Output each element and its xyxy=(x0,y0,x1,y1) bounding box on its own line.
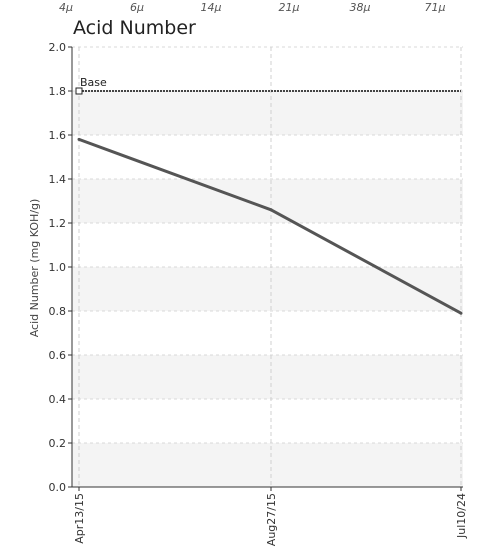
top-scale-label: 21μ xyxy=(279,1,300,14)
x-axis-ticks: Apr13/15 Aug27/15 Jul10/24 xyxy=(73,487,468,546)
horizontal-gridlines xyxy=(72,46,463,444)
base-reference-marker xyxy=(75,87,83,95)
y-tick-label: 1.2 xyxy=(49,217,67,230)
y-axis-ticks: 0.0 0.2 0.4 0.6 0.8 1.0 1.2 1.4 1.6 1.8 2.0 xyxy=(49,41,72,494)
data-point xyxy=(269,208,273,212)
top-scale-label: 4μ xyxy=(59,1,73,14)
series-group xyxy=(77,137,463,315)
top-scale-label: 6μ xyxy=(130,1,144,14)
vertical-gridlines xyxy=(78,47,462,487)
chart-title: Acid Number xyxy=(73,17,196,39)
reference-line-group: Base xyxy=(75,76,461,95)
y-tick-label: 1.0 xyxy=(49,261,67,274)
data-point xyxy=(459,311,463,315)
grid-band xyxy=(72,443,463,487)
data-point xyxy=(77,137,81,141)
top-scale-label: 14μ xyxy=(201,1,222,14)
y-axis-label: Acid Number (mg KOH/g) xyxy=(28,199,41,338)
y-tick-label: 0.8 xyxy=(49,305,67,318)
x-tick-label: Jul10/24 xyxy=(455,493,468,539)
y-tick-label: 0.4 xyxy=(49,393,67,406)
top-scale: 4μ 6μ 14μ 21μ 38μ 71μ xyxy=(59,1,446,14)
grid-band xyxy=(72,355,463,399)
y-tick-label: 0.6 xyxy=(49,349,67,362)
y-tick-label: 1.8 xyxy=(49,85,67,98)
x-tick-label: Aug27/15 xyxy=(265,493,278,546)
top-scale-label: 38μ xyxy=(350,1,371,14)
y-tick-label: 0.0 xyxy=(49,481,67,494)
grid-band xyxy=(72,91,463,135)
y-tick-label: 0.2 xyxy=(49,437,67,450)
y-tick-label: 1.6 xyxy=(49,129,67,142)
y-tick-label: 2.0 xyxy=(49,41,67,54)
grid-band xyxy=(72,179,463,223)
plot-bands xyxy=(72,91,463,487)
top-scale-label: 71μ xyxy=(425,1,446,14)
y-tick-label: 1.4 xyxy=(49,173,67,186)
grid-band xyxy=(72,267,463,311)
x-tick-label: Apr13/15 xyxy=(73,493,86,544)
base-reference-label: Base xyxy=(80,76,107,89)
